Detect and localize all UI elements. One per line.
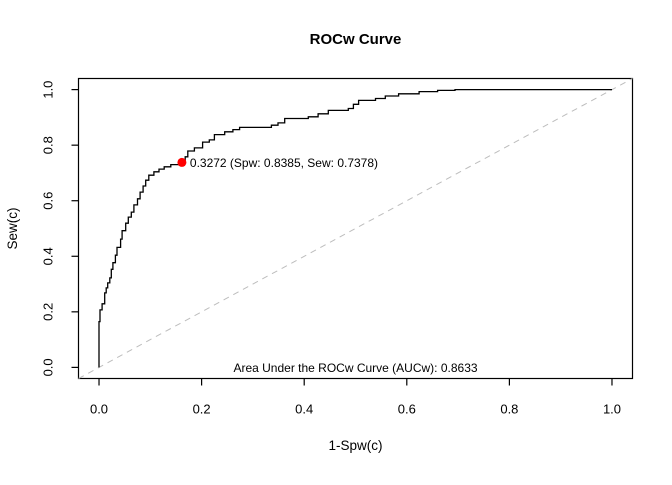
- x-axis-ticks: 0.0 0.2 0.4 0.6 0.8 1.0: [90, 378, 621, 417]
- x-tick-label: 0.2: [193, 402, 211, 417]
- y-tick-label: 1.0: [41, 81, 56, 99]
- y-tick-label: 0.8: [41, 136, 56, 154]
- plot-title: ROCw Curve: [310, 31, 402, 48]
- x-tick-label: 1.0: [603, 402, 621, 417]
- x-tick-label: 0.4: [295, 402, 313, 417]
- x-tick-label: 0.8: [500, 402, 518, 417]
- x-axis-label: 1-Spw(c): [328, 438, 382, 453]
- y-tick-label: 0.0: [41, 358, 56, 376]
- diagonal-reference-line: [78, 78, 633, 379]
- x-tick-label: 0.0: [90, 402, 108, 417]
- auc-annotation-text: Area Under the ROCw Curve (AUCw): 0.8633: [233, 361, 477, 375]
- y-tick-label: 0.4: [41, 247, 56, 265]
- cutoff-annotation-text: 0.3272 (Spw: 0.8385, Sew: 0.7378): [190, 156, 378, 170]
- roc-step-curve: [98, 88, 612, 368]
- y-axis-label: Sew(c): [5, 207, 20, 249]
- x-tick-label: 0.6: [398, 402, 416, 417]
- y-axis-ticks: 0.0 0.2 0.4 0.6 0.8 1.0: [41, 81, 79, 376]
- plot-box-border: [77, 77, 634, 380]
- y-tick-label: 0.2: [41, 303, 56, 321]
- cutoff-marker-point: [177, 157, 187, 167]
- y-tick-label: 0.6: [41, 192, 56, 210]
